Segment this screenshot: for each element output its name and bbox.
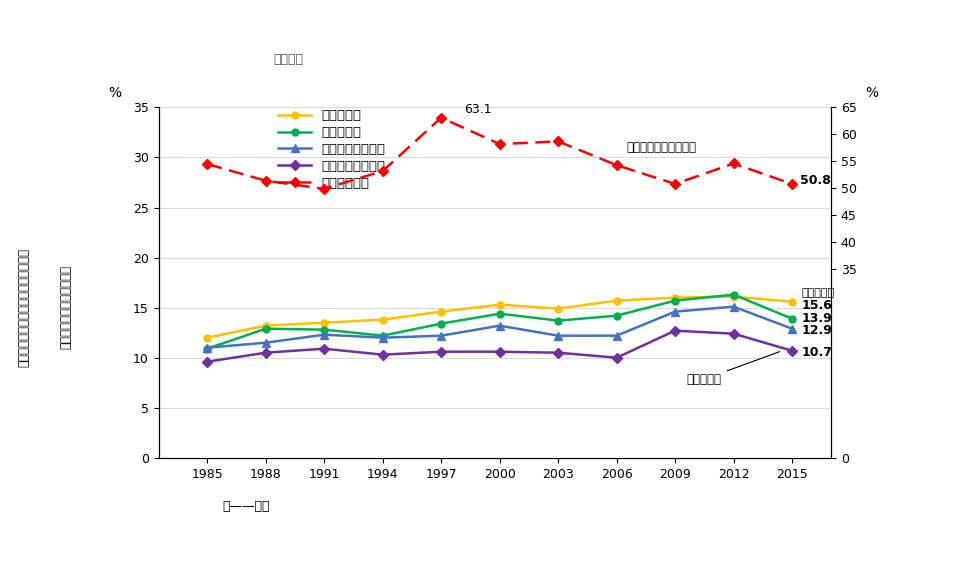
Text: 相对贫困率: 相对贫困率 <box>801 288 834 298</box>
Text: 儿童贫困率: 儿童贫困率 <box>687 351 780 386</box>
Text: 13.9: 13.9 <box>801 312 833 325</box>
Text: 12.9: 12.9 <box>801 324 833 337</box>
Text: 有一名成年人（右轴）: 有一名成年人（右轴） <box>627 142 696 154</box>
Text: 10.7: 10.7 <box>801 346 833 359</box>
Text: 相对贫困率・儿童贫困率、: 相对贫困率・儿童贫困率、 <box>60 266 73 349</box>
Text: %: % <box>108 86 121 100</box>
Text: 63.1: 63.1 <box>465 103 492 115</box>
Text: 年——年度: 年——年度 <box>223 500 270 513</box>
Text: 15.6: 15.6 <box>801 299 833 312</box>
Text: %: % <box>865 86 877 100</box>
Text: （左轴）: （左轴） <box>273 53 303 66</box>
Text: 50.8: 50.8 <box>799 173 831 187</box>
Text: 有儿童的工薪家庭・有两名以上成年人: 有儿童的工薪家庭・有两名以上成年人 <box>18 248 31 367</box>
Legend: 相对贫困率, 儿童贫困率, 有儿童的工薪家庭, 有两名以上成年人, 有一名成年人: 相对贫困率, 儿童贫困率, 有儿童的工薪家庭, 有两名以上成年人, 有一名成年人 <box>273 104 391 195</box>
